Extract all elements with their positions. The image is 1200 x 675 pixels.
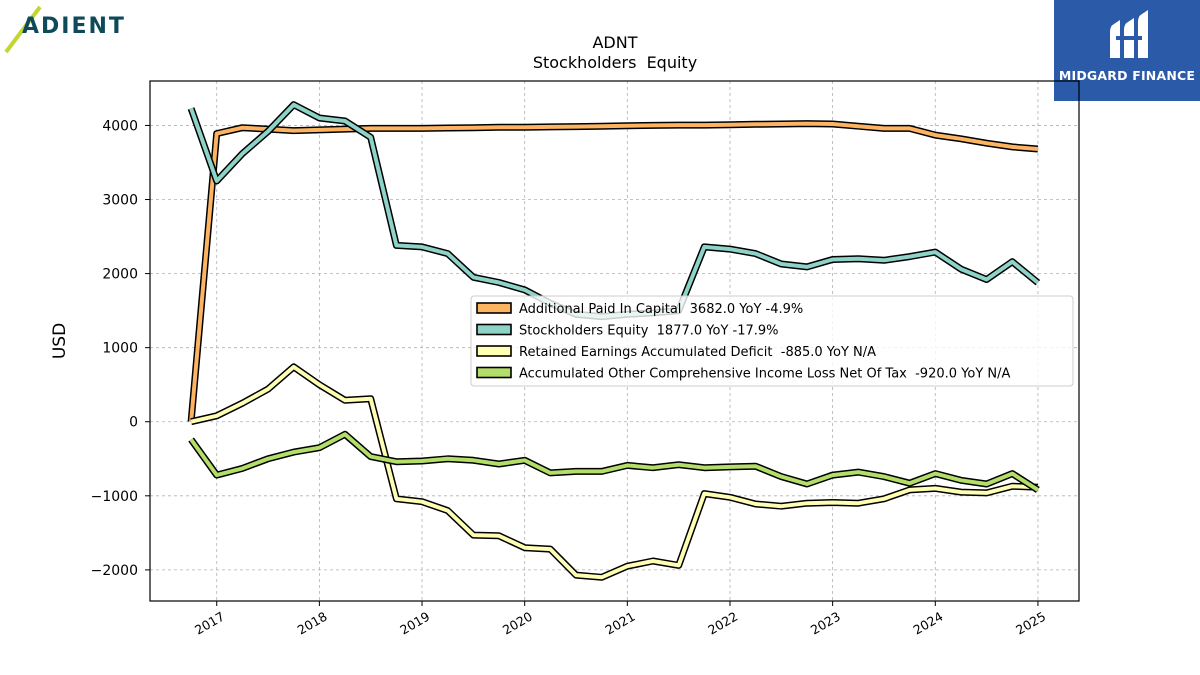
legend-entry-label: Retained Earnings Accumulated Deficit -8… <box>519 345 876 360</box>
x-tick-label: 2017 <box>192 609 227 638</box>
legend-entry-label: Stockholders Equity 1877.0 YoY -17.9% <box>519 324 779 339</box>
legend-entry-label: Additional Paid In Capital 3682.0 YoY -4… <box>519 302 803 317</box>
legend-box <box>470 295 1074 387</box>
x-tick-label: 2019 <box>397 609 432 638</box>
y-tick-label: 2000 <box>102 267 138 283</box>
series-outline <box>187 101 1041 321</box>
adient-slash-icon <box>4 5 42 54</box>
series-stroke <box>189 432 1039 492</box>
x-tick-label: 2021 <box>603 609 638 638</box>
x-tick-label: 2020 <box>500 609 535 638</box>
series-outline <box>190 363 1039 581</box>
legend-swatch <box>476 366 512 379</box>
midgard-finance-logo: MIDGARD FINANCE <box>1054 0 1200 101</box>
legend-swatch <box>476 323 512 336</box>
retained-earnings-series-line <box>190 363 1039 581</box>
stockholders-equity-series-line <box>187 101 1041 321</box>
x-tick-label: 2024 <box>911 609 946 638</box>
midgard-emblem-icon <box>1110 10 1148 58</box>
y-tick-label: −2000 <box>91 563 138 579</box>
legend-swatch <box>476 345 512 357</box>
plot-area-frame <box>149 80 1080 602</box>
y-tick-label: −1000 <box>91 489 138 505</box>
x-tick-label: 2022 <box>705 609 740 638</box>
x-tick-label: 2025 <box>1013 609 1048 638</box>
adient-logo: ADIENT <box>0 0 140 60</box>
aoci-series-line <box>188 430 1040 493</box>
chart-title: ADNT <box>592 33 637 52</box>
legend-entry-label: Accumulated Other Comprehensive Income L… <box>519 367 1010 382</box>
chart-subtitle: Stockholders Equity <box>533 53 697 72</box>
series-stroke <box>190 364 1038 580</box>
y-tick-label: 1000 <box>102 341 138 357</box>
series-stroke <box>189 102 1040 319</box>
x-tick-label: 2023 <box>808 609 843 638</box>
y-tick-label: 4000 <box>102 118 138 134</box>
apic-series-line <box>187 120 1039 423</box>
midgard-logo-text: MIDGARD FINANCE <box>1058 68 1196 83</box>
y-tick-label: 0 <box>129 415 138 431</box>
y-axis-label: USD <box>50 323 70 359</box>
y-tick-label: 3000 <box>102 193 138 209</box>
x-tick-label: 2018 <box>295 609 330 638</box>
legend-swatch <box>476 302 512 314</box>
chart-legend: Additional Paid In Capital 3682.0 YoY -4… <box>470 295 1074 387</box>
series-stroke <box>189 121 1039 422</box>
adient-logo-text: ADIENT <box>22 14 126 39</box>
